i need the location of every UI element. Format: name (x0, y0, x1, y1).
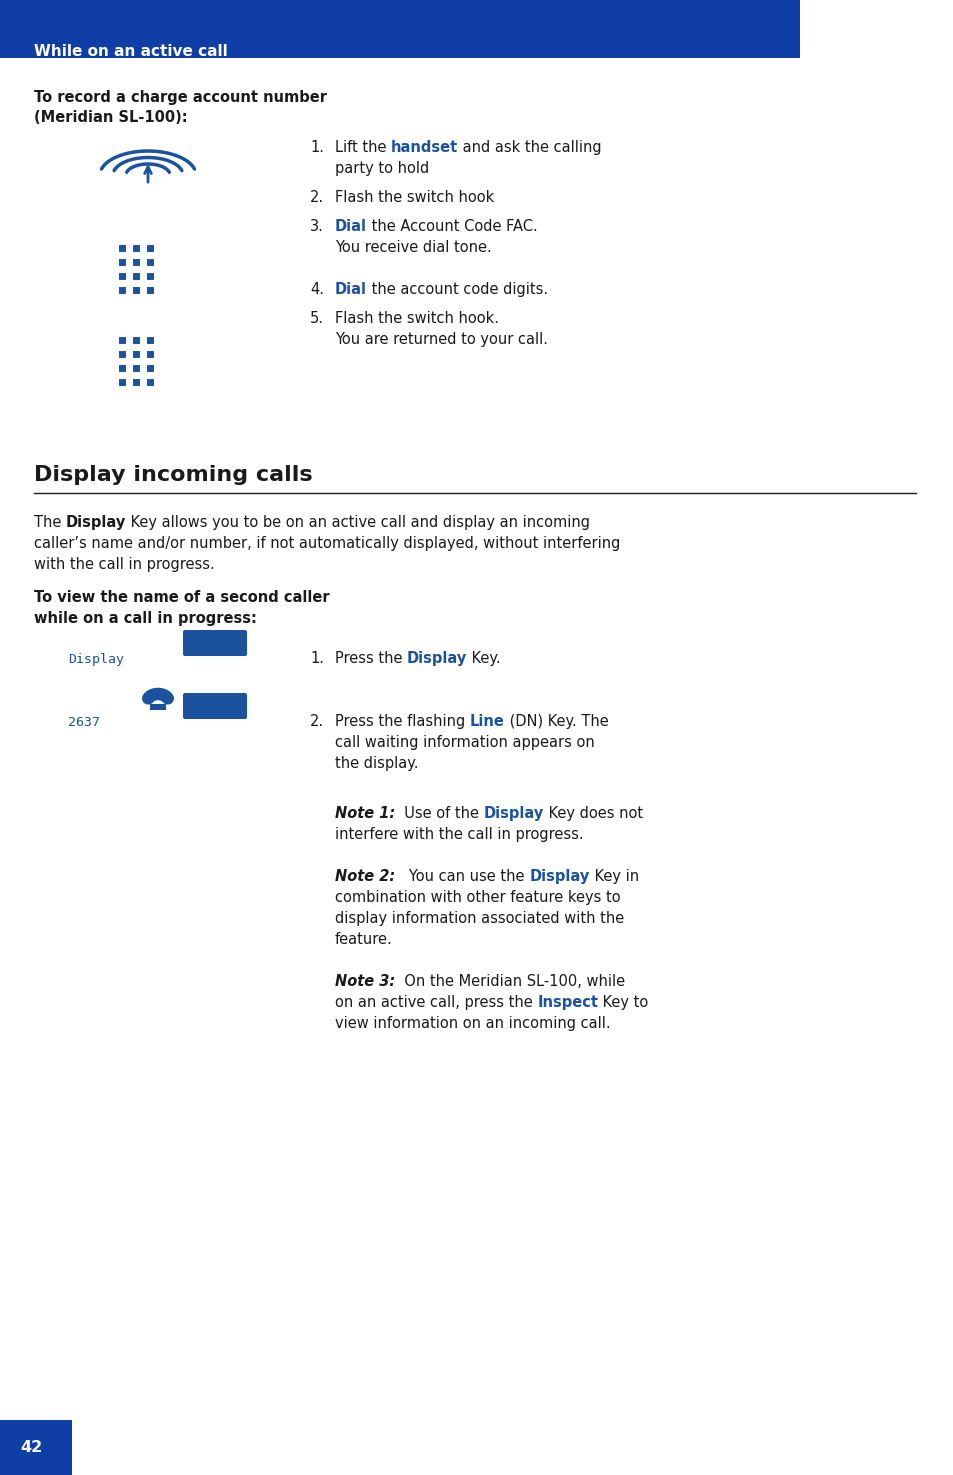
Text: Display: Display (66, 515, 126, 530)
FancyBboxPatch shape (0, 1420, 71, 1475)
Text: The: The (34, 515, 66, 530)
Text: 1.: 1. (310, 650, 324, 667)
FancyBboxPatch shape (146, 258, 154, 267)
Text: and ask the calling: and ask the calling (457, 140, 601, 155)
Text: view information on an incoming call.: view information on an incoming call. (335, 1016, 610, 1031)
Text: the display.: the display. (335, 757, 418, 771)
FancyBboxPatch shape (132, 286, 141, 295)
Text: Key.: Key. (467, 650, 500, 667)
FancyBboxPatch shape (132, 350, 141, 358)
FancyBboxPatch shape (146, 336, 154, 345)
Text: To record a charge account number: To record a charge account number (34, 90, 327, 105)
Text: display information associated with the: display information associated with the (335, 912, 623, 926)
Text: 1.: 1. (310, 140, 324, 155)
Text: On the Meridian SL-100, while: On the Meridian SL-100, while (395, 974, 625, 990)
Text: (DN) Key. The: (DN) Key. The (504, 714, 608, 729)
Text: Flash the switch hook: Flash the switch hook (335, 190, 494, 205)
Text: handset: handset (391, 140, 457, 155)
FancyBboxPatch shape (183, 693, 247, 718)
Text: Key in: Key in (589, 869, 639, 884)
FancyBboxPatch shape (132, 258, 141, 267)
FancyBboxPatch shape (118, 286, 127, 295)
FancyBboxPatch shape (118, 378, 127, 386)
FancyBboxPatch shape (146, 350, 154, 358)
Text: Key to: Key to (598, 996, 648, 1010)
Text: interfere with the call in progress.: interfere with the call in progress. (335, 827, 583, 842)
FancyBboxPatch shape (132, 364, 141, 373)
Text: Note 3:: Note 3: (335, 974, 395, 990)
Text: Note 2:: Note 2: (335, 869, 395, 884)
Text: To view the name of a second caller: To view the name of a second caller (34, 590, 330, 605)
Text: 5.: 5. (310, 311, 324, 326)
Text: Display incoming calls: Display incoming calls (34, 465, 313, 485)
FancyBboxPatch shape (0, 0, 800, 58)
Text: 2.: 2. (310, 190, 324, 205)
Text: Note 1:: Note 1: (335, 805, 395, 822)
Text: call waiting information appears on: call waiting information appears on (335, 735, 594, 749)
Text: Press the flashing: Press the flashing (335, 714, 470, 729)
Text: 2.: 2. (310, 714, 324, 729)
Text: Lift the: Lift the (335, 140, 391, 155)
Text: 2637: 2637 (68, 715, 100, 729)
Text: Display: Display (407, 650, 467, 667)
Text: the Account Code FAC.: the Account Code FAC. (367, 218, 537, 235)
FancyBboxPatch shape (132, 271, 141, 282)
FancyBboxPatch shape (118, 336, 127, 345)
FancyBboxPatch shape (146, 364, 154, 373)
Text: Line: Line (470, 714, 504, 729)
FancyBboxPatch shape (183, 630, 247, 656)
FancyBboxPatch shape (132, 378, 141, 386)
Text: party to hold: party to hold (335, 161, 429, 176)
FancyBboxPatch shape (146, 243, 154, 254)
Text: You receive dial tone.: You receive dial tone. (335, 240, 491, 255)
Text: Dial: Dial (335, 282, 367, 296)
Text: While on an active call: While on an active call (34, 44, 228, 59)
Text: Press the: Press the (335, 650, 407, 667)
FancyBboxPatch shape (118, 258, 127, 267)
FancyBboxPatch shape (118, 271, 127, 282)
Text: You can use the: You can use the (395, 869, 529, 884)
FancyBboxPatch shape (118, 243, 127, 254)
Text: 42: 42 (20, 1441, 42, 1456)
Text: Display: Display (529, 869, 589, 884)
Text: feature.: feature. (335, 932, 393, 947)
FancyBboxPatch shape (118, 364, 127, 373)
Text: while on a call in progress:: while on a call in progress: (34, 611, 256, 625)
FancyBboxPatch shape (146, 271, 154, 282)
Text: 4.: 4. (310, 282, 324, 296)
Text: on an active call, press the: on an active call, press the (335, 996, 537, 1010)
Text: with the call in progress.: with the call in progress. (34, 558, 214, 572)
FancyBboxPatch shape (132, 243, 141, 254)
Text: Inspect: Inspect (537, 996, 598, 1010)
Text: Display: Display (68, 653, 124, 667)
Text: (Meridian SL-100):: (Meridian SL-100): (34, 111, 188, 125)
Text: Flash the switch hook.: Flash the switch hook. (335, 311, 498, 326)
Text: You are returned to your call.: You are returned to your call. (335, 332, 547, 347)
FancyBboxPatch shape (146, 286, 154, 295)
Text: Use of the: Use of the (395, 805, 483, 822)
FancyBboxPatch shape (150, 704, 166, 709)
Text: Dial: Dial (335, 218, 367, 235)
Text: the account code digits.: the account code digits. (367, 282, 548, 296)
Text: caller’s name and/or number, if not automatically displayed, without interfering: caller’s name and/or number, if not auto… (34, 535, 619, 552)
Text: combination with other feature keys to: combination with other feature keys to (335, 889, 620, 906)
FancyBboxPatch shape (132, 336, 141, 345)
Text: Key does not: Key does not (543, 805, 642, 822)
Text: Display: Display (483, 805, 543, 822)
Text: 3.: 3. (310, 218, 323, 235)
FancyBboxPatch shape (146, 378, 154, 386)
Text: Key allows you to be on an active call and display an incoming: Key allows you to be on an active call a… (126, 515, 590, 530)
FancyBboxPatch shape (118, 350, 127, 358)
